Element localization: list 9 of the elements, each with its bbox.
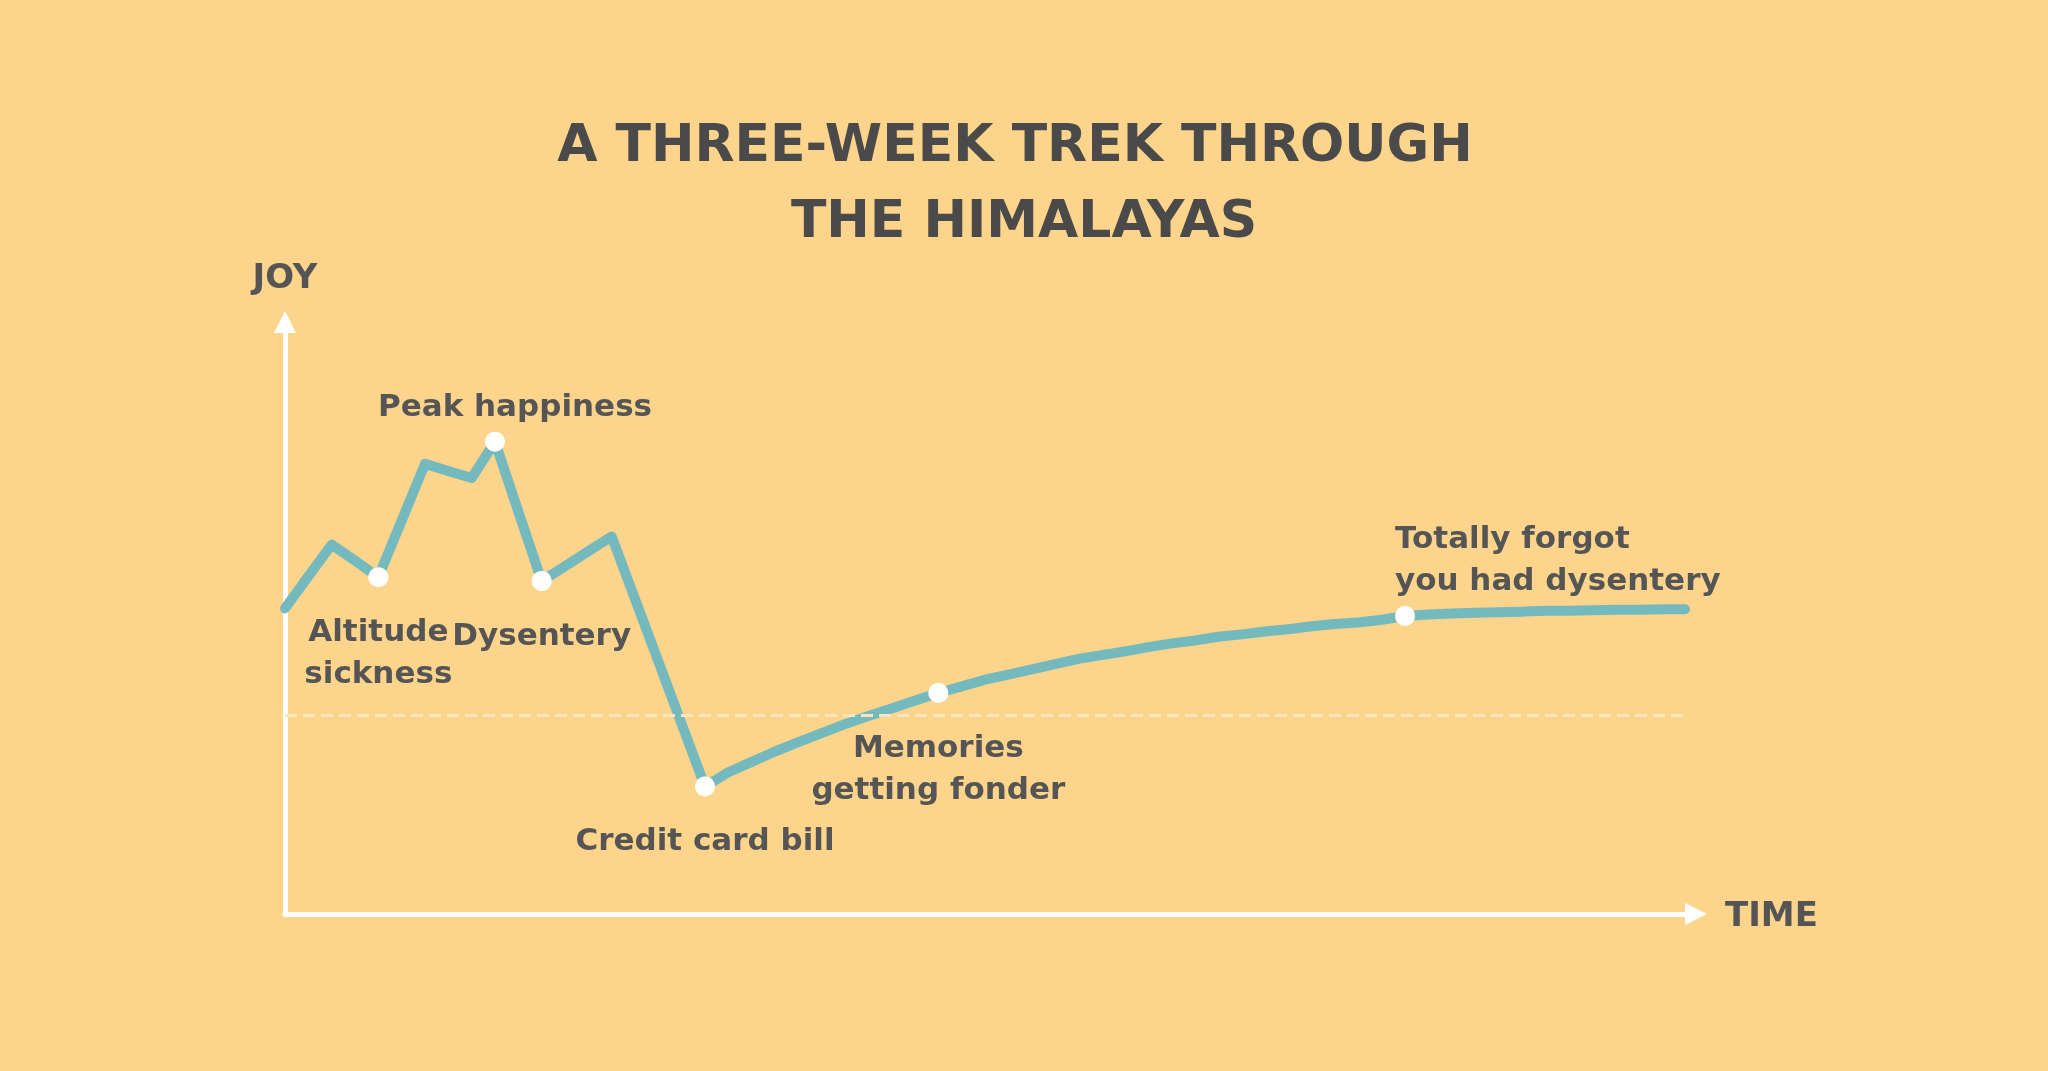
y-axis-title: JOY: [250, 256, 318, 296]
text: Peak happiness: [377, 386, 653, 423]
x-axis-title: TIME: [1725, 894, 1818, 934]
annotation: Totally forgot you had dysentery: [1395, 518, 1721, 597]
annotation: Dysentery: [452, 615, 632, 652]
annotation: Altitude sickness: [304, 612, 453, 691]
annotation: Memories getting fonder: [811, 727, 1066, 806]
annotation: Credit card bill: [575, 821, 835, 858]
chart-title: A THREE-WEEK TREK THROUGH THE HIMALAYAS: [557, 113, 1491, 249]
